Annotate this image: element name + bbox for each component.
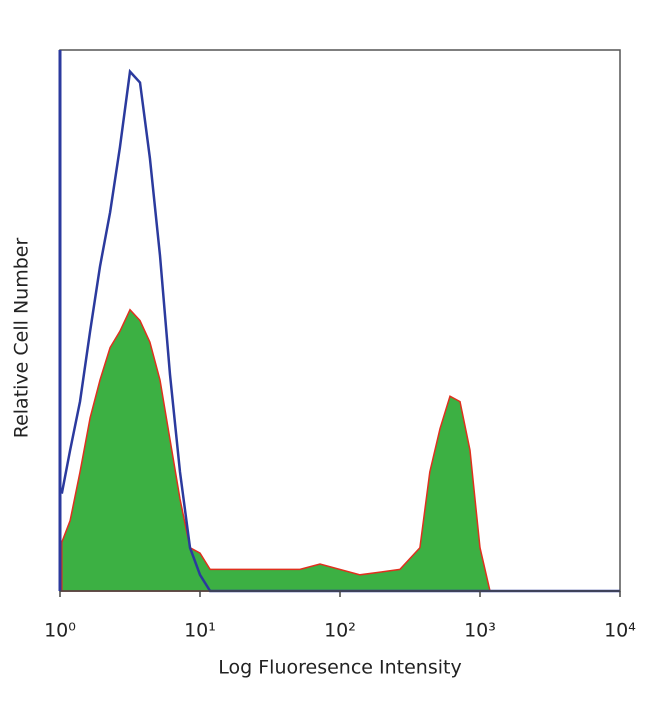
- histogram-area: [61, 308, 620, 592]
- x-tick-label: 10⁰: [44, 620, 76, 642]
- y-axis-label: Relative Cell Number: [11, 238, 33, 439]
- x-tick-label: 10²: [324, 620, 356, 642]
- x-tick-label: 10³: [464, 620, 496, 642]
- x-tick-label: 10⁴: [604, 620, 636, 642]
- x-axis-label: Log Fluoresence Intensity: [218, 657, 461, 679]
- x-tick-label: 10¹: [184, 620, 216, 642]
